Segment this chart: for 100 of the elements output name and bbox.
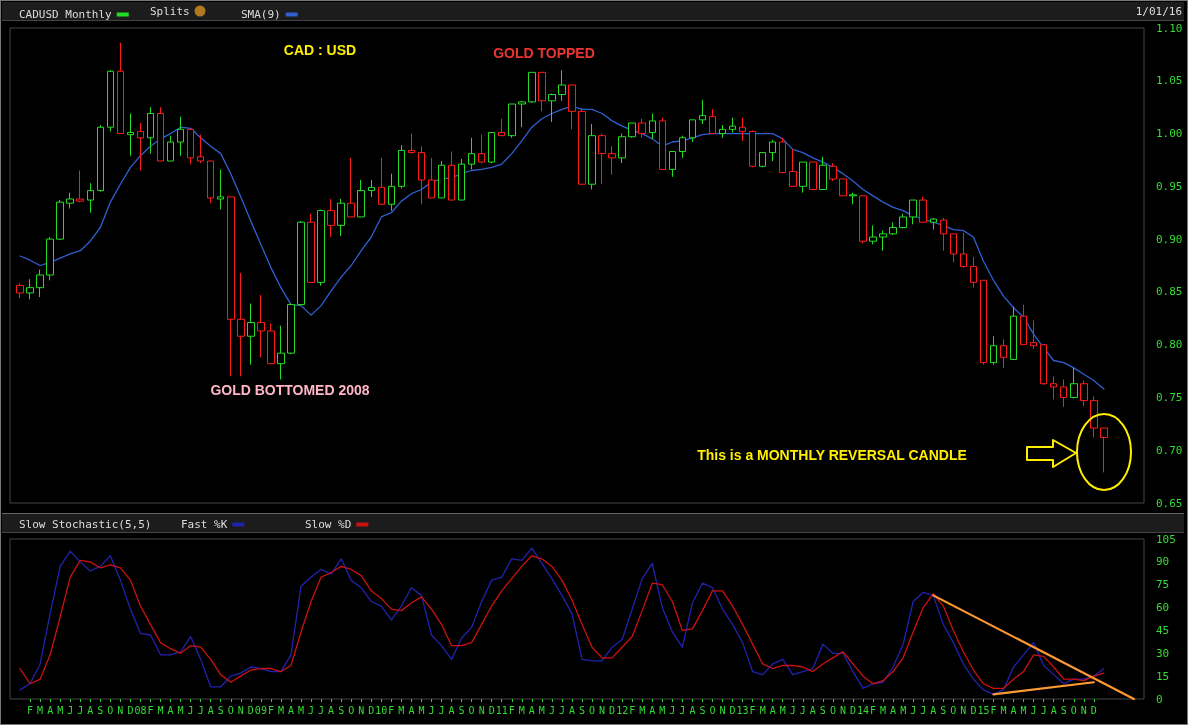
candlestick [368, 179, 375, 198]
candlestick [307, 213, 315, 283]
candlestick [930, 217, 937, 231]
candlestick [638, 118, 646, 139]
candlestick [468, 137, 475, 170]
text: Splits [150, 4, 190, 18]
x-tick-label: J [1040, 704, 1047, 716]
legend-label: Slow %D [305, 518, 352, 531]
candlestick [498, 118, 505, 137]
candlestick [287, 303, 295, 355]
candlestick [608, 145, 616, 176]
x-tick-label: J [428, 704, 435, 716]
y-tick-label: 0.90 [1156, 232, 1183, 246]
x-tick-label: J [679, 704, 686, 716]
x-tick-label: D [127, 704, 134, 716]
candlestick [558, 69, 566, 102]
x-tick-label: A [649, 704, 656, 716]
candlestick [388, 173, 395, 212]
candlestick [167, 135, 174, 162]
x-tick-label: O [348, 704, 355, 716]
x-tick-label: F [990, 704, 997, 716]
candlestick [227, 196, 235, 377]
candlestick [649, 113, 656, 140]
candlestick [247, 303, 255, 366]
annotation: GOLD BOTTOMED 2008 [210, 382, 370, 398]
y-tick-label: 1.05 [1156, 74, 1183, 88]
x-tick-label: S [1060, 704, 1067, 716]
x-tick-label: N [839, 704, 846, 716]
candlestick [508, 103, 516, 139]
x-tick-label: M [900, 704, 907, 716]
x-tick-label: F [27, 704, 34, 716]
x-tick-label: A [207, 704, 214, 716]
x-tick-label: J [920, 704, 927, 716]
candlestick [66, 192, 74, 209]
x-tick-label: M [779, 704, 786, 716]
text: 1/01/16 [1135, 4, 1182, 18]
candlestick [177, 116, 184, 157]
x-tick-label: J [669, 704, 676, 716]
x-tick-label: A [689, 704, 696, 716]
x-tick-label: M [1020, 704, 1027, 716]
annotation: CAD : USD [283, 42, 357, 58]
candlestick [709, 108, 716, 135]
candlestick [669, 151, 676, 178]
y-tick-label: 0.65 [1156, 496, 1183, 510]
x-tick-label: 09 [254, 704, 267, 716]
candlestick [659, 117, 666, 170]
x-tick-label: O [589, 704, 596, 716]
x-tick-label: F [508, 704, 515, 716]
candlestick [107, 69, 114, 132]
candlestick [277, 325, 285, 380]
candlestick [538, 71, 546, 112]
legend-label: CADUSD Monthly [19, 8, 113, 21]
candlestick [719, 124, 726, 139]
x-tick-label: F [870, 704, 877, 716]
x-tick-label: O [829, 704, 836, 716]
x-tick-label: J [1030, 704, 1037, 716]
candlestick [46, 236, 54, 281]
candlestick [699, 99, 706, 125]
candlestick [1070, 367, 1078, 399]
y-tick-label: 0 [1156, 692, 1163, 706]
y-tick-label: 1.00 [1156, 127, 1183, 141]
x-tick-label: J [197, 704, 204, 716]
candlestick [689, 119, 696, 143]
x-tick-label: N [358, 704, 365, 716]
y-tick-label: 75 [1156, 578, 1170, 592]
candlestick [739, 117, 746, 142]
x-tick-label: F [267, 704, 274, 716]
candlestick [147, 106, 154, 155]
candlestick [127, 113, 134, 157]
x-tick-label: A [287, 704, 295, 716]
x-tick-label: S [338, 704, 345, 716]
candlestick [729, 117, 736, 133]
x-tick-label: N [599, 704, 606, 716]
candlestick [267, 323, 275, 365]
candlestick [448, 151, 455, 201]
x-tick-label: S [940, 704, 947, 716]
candlestick [76, 170, 84, 203]
candlestick [1010, 306, 1017, 360]
y-tick-label: 0.85 [1156, 285, 1183, 299]
candlestick [337, 198, 345, 237]
x-tick-label: O [709, 704, 716, 716]
x-tick-label: N [237, 704, 244, 716]
x-tick-label: M [398, 704, 405, 716]
y-tick-label: 1.10 [1156, 21, 1183, 35]
x-tick-label: A [87, 704, 94, 716]
candlestick [779, 137, 786, 174]
x-tick-label: S [97, 704, 104, 716]
x-tick-label: S [819, 704, 826, 716]
candlestick [548, 92, 556, 123]
x-tick-label: D [609, 704, 616, 716]
candlestick [749, 129, 756, 168]
x-tick-label: A [809, 704, 816, 716]
x-tick-label: F [629, 704, 636, 716]
candlestick [1060, 379, 1067, 408]
candlestick [418, 145, 425, 205]
x-tick-label: J [67, 704, 74, 716]
x-tick-label: J [548, 704, 555, 716]
candlestick [919, 196, 927, 223]
x-tick-label: 12 [616, 704, 629, 716]
x-tick-label: J [799, 704, 806, 716]
